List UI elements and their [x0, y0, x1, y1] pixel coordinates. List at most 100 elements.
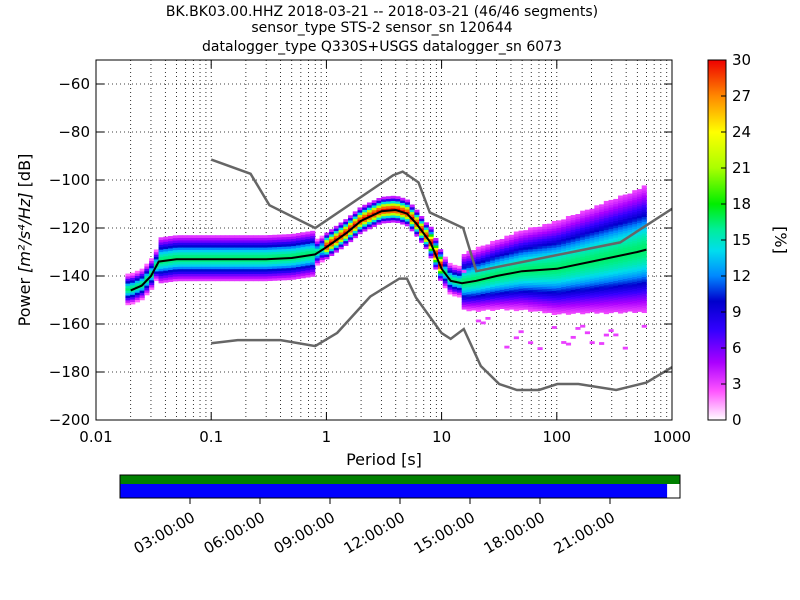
histogram-cell	[641, 283, 647, 287]
histogram-cell	[125, 276, 131, 279]
histogram-cell	[570, 236, 576, 240]
histogram-cell	[267, 275, 273, 279]
histogram-cell	[580, 215, 586, 219]
histogram-cell	[485, 290, 491, 293]
histogram-cell	[580, 265, 586, 269]
histogram-cell	[243, 242, 249, 246]
histogram-cell	[186, 276, 193, 279]
histogram-cell	[523, 270, 529, 274]
histogram-cell	[622, 290, 628, 294]
histogram-cell	[191, 259, 197, 262]
histogram-cell	[144, 287, 150, 291]
histogram-cell	[603, 227, 609, 231]
histogram-cell	[513, 291, 519, 295]
histogram-cell	[518, 230, 524, 234]
histogram-cell	[513, 241, 519, 244]
histogram-cell	[556, 268, 562, 272]
histogram-cell	[168, 236, 174, 239]
histogram-cell	[475, 304, 482, 308]
histogram-cell	[438, 277, 444, 281]
histogram-cell	[608, 223, 614, 227]
histogram-cell	[452, 274, 458, 278]
histogram-cell	[584, 272, 591, 275]
histogram-cell	[613, 201, 619, 205]
histogram-cell	[201, 259, 207, 262]
histogram-cell	[385, 198, 392, 202]
histogram-cell	[149, 287, 155, 290]
histogram-cell	[172, 259, 178, 263]
histogram-cell	[461, 261, 467, 265]
histogram-cell	[475, 246, 482, 250]
histogram-cell	[499, 258, 505, 261]
histogram-cell	[456, 287, 463, 291]
histogram-cell	[139, 271, 145, 274]
histogram-cell	[300, 249, 306, 252]
histogram-cell	[177, 266, 183, 270]
histogram-cell	[433, 245, 439, 248]
histogram-cell	[575, 242, 581, 246]
histogram-cell	[186, 256, 193, 260]
histogram-cell	[618, 217, 624, 220]
histogram-cell	[400, 216, 406, 220]
histogram-cell	[343, 243, 349, 246]
histogram-cell	[599, 278, 605, 282]
histogram-cell	[352, 235, 358, 239]
histogram-cell	[618, 205, 624, 208]
histogram-cell	[594, 226, 600, 230]
histogram-cell	[584, 267, 591, 271]
histogram-cell	[461, 263, 467, 267]
histogram-cell	[580, 280, 586, 284]
histogram-cell	[618, 262, 624, 266]
histogram-cell	[172, 240, 178, 243]
histogram-cell	[267, 259, 273, 262]
histogram-cell	[400, 204, 406, 208]
histogram-cell	[267, 254, 273, 258]
histogram-cell	[542, 286, 548, 290]
histogram-cell	[537, 291, 543, 295]
histogram-cell	[594, 272, 600, 276]
histogram-cell	[632, 254, 638, 258]
histogram-cell	[191, 249, 197, 253]
histogram-cell	[300, 261, 306, 264]
colorbar-tick-label: 18	[732, 195, 751, 213]
histogram-cell	[622, 218, 628, 222]
histogram-cell	[532, 308, 538, 312]
data-coverage-timeline: 03:00:00 06:00:00 09:00:00 12:00:00 15:00:00…	[119, 474, 681, 558]
histogram-cell	[618, 265, 624, 268]
histogram-cell	[542, 243, 548, 247]
histogram-cell	[551, 283, 557, 287]
histogram-cell	[234, 254, 240, 258]
histogram-cell	[272, 258, 278, 262]
histogram-cell	[276, 253, 283, 257]
histogram-cell	[551, 280, 557, 284]
histogram-cell	[608, 329, 614, 333]
histogram-cell	[618, 260, 624, 264]
histogram-cell	[528, 253, 534, 257]
histogram-cell	[310, 242, 316, 246]
histogram-cell	[201, 273, 207, 277]
histogram-cell	[618, 233, 624, 237]
histogram-cell	[267, 263, 273, 267]
histogram-cell	[594, 310, 600, 314]
histogram-cell	[565, 273, 572, 277]
histogram-cell	[205, 278, 212, 282]
histogram-cell	[551, 247, 557, 251]
histogram-cell	[599, 271, 605, 275]
histogram-cell	[210, 261, 216, 265]
histogram-cell	[580, 285, 586, 288]
histogram-cell	[594, 205, 600, 209]
histogram-cell	[158, 280, 164, 284]
histogram-cell	[556, 301, 562, 305]
histogram-cell	[471, 276, 477, 280]
histogram-cell	[352, 220, 358, 224]
histogram-cell	[494, 271, 501, 274]
histogram-cell	[641, 293, 647, 297]
histogram-cell	[589, 292, 595, 296]
histogram-cell	[613, 213, 619, 217]
histogram-cell	[513, 231, 519, 235]
histogram-cell	[125, 290, 131, 294]
histogram-cell	[239, 259, 245, 262]
histogram-cell	[523, 234, 529, 238]
histogram-cell	[504, 235, 510, 239]
histogram-cell	[267, 273, 273, 277]
